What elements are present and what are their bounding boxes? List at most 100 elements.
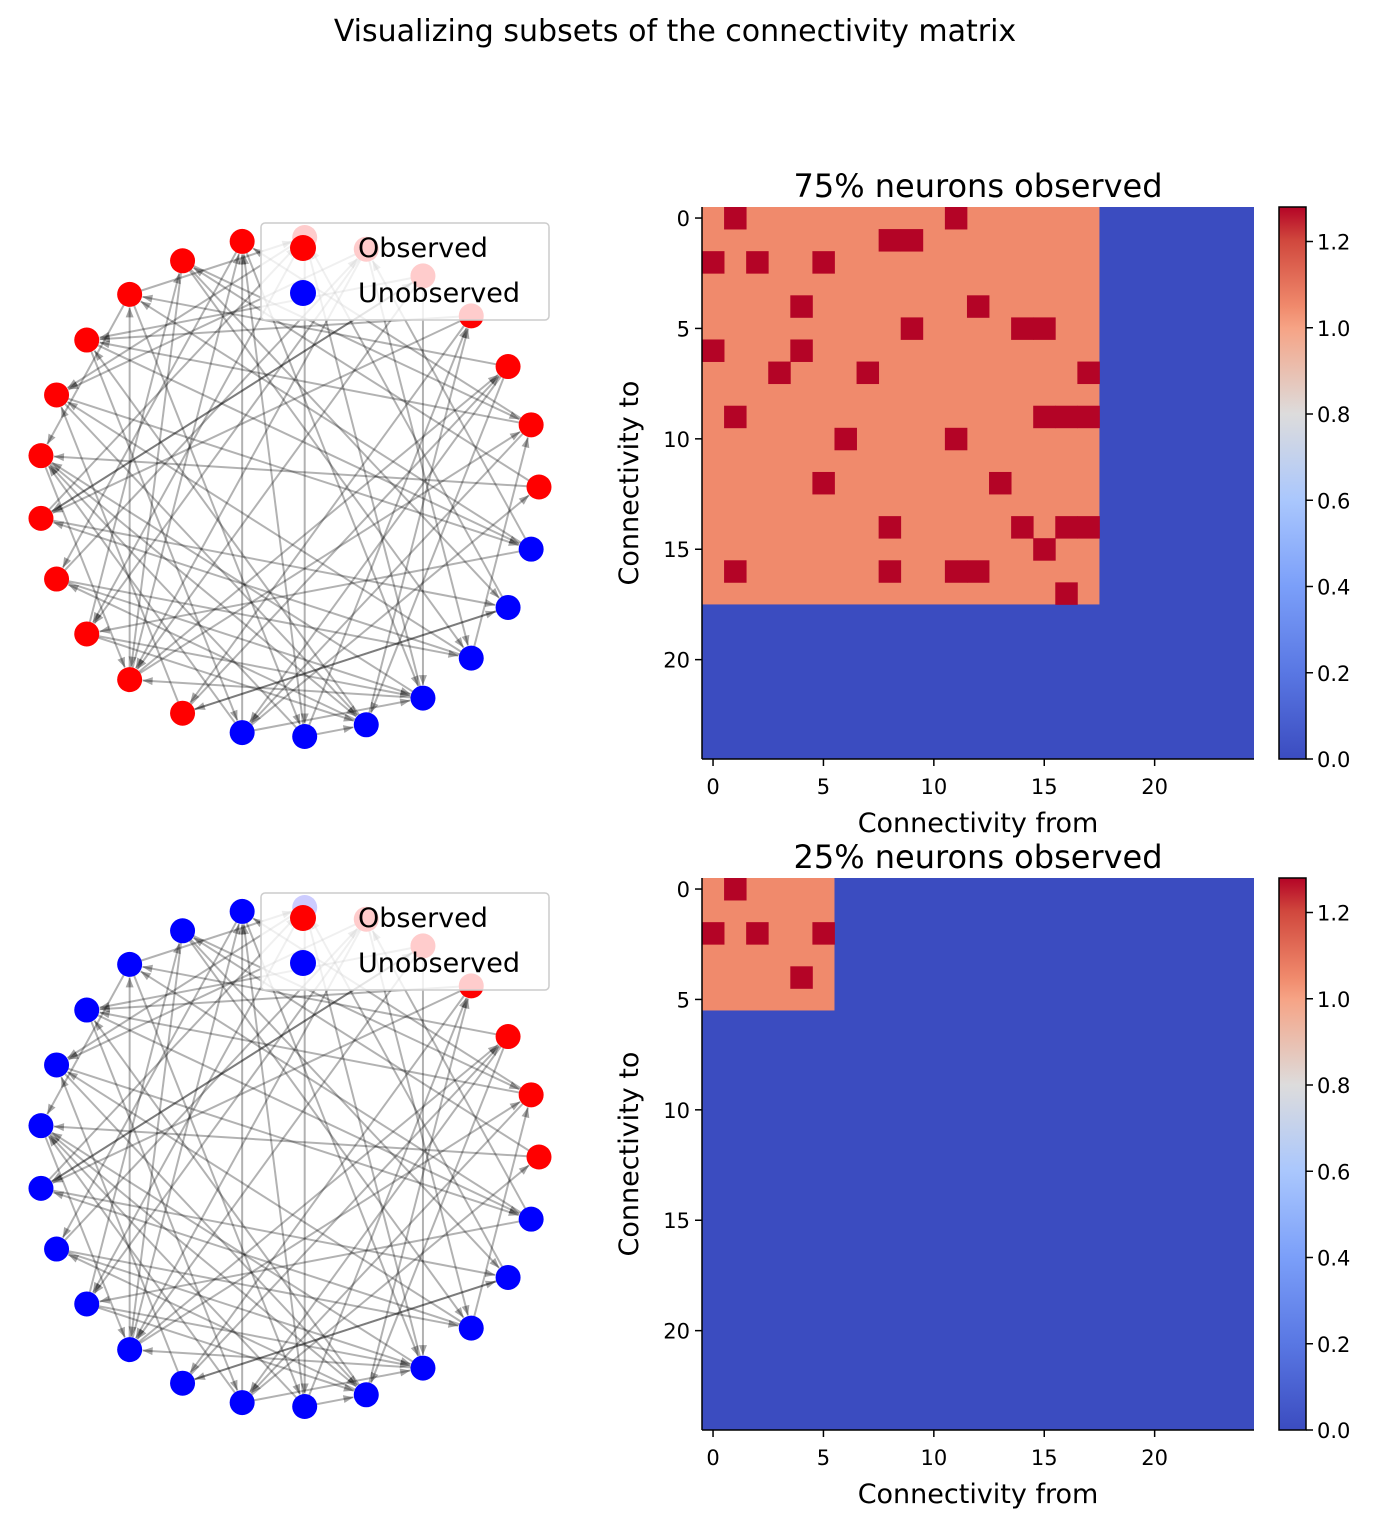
unobserved-node	[292, 1394, 318, 1420]
x-tick-label: 10	[920, 775, 947, 799]
edge-arrowhead	[99, 625, 111, 634]
legend-label-observed: Observed	[358, 233, 488, 264]
edge	[130, 260, 184, 667]
edge-arrowhead	[251, 1383, 261, 1394]
unobserved-node	[410, 685, 436, 711]
heatmap-cell	[1033, 538, 1056, 561]
edge-arrowhead	[68, 1051, 80, 1060]
heatmap-cell	[1055, 582, 1078, 605]
edge	[192, 936, 540, 1158]
heatmap-cell	[944, 427, 968, 451]
observed-node	[44, 566, 70, 592]
colorbar-tick-label: 0.4	[1317, 1247, 1350, 1271]
heatmap-cell	[834, 427, 857, 451]
edge-arrowhead	[461, 328, 470, 340]
x-tick-label: 0	[706, 1446, 719, 1470]
edge-arrowhead	[508, 1208, 519, 1216]
edge-arrowhead	[137, 1328, 147, 1340]
edge-arrowhead	[61, 407, 69, 418]
observed-node	[526, 1144, 552, 1170]
legend-marker-observed	[290, 235, 316, 261]
edge	[40, 916, 297, 1190]
edge-arrowhead	[51, 462, 63, 472]
unobserved-node	[28, 1175, 54, 1201]
edge	[86, 339, 520, 545]
x-axis-label: Connectivity from	[858, 808, 1099, 839]
network-panel: Observed Unobserved	[28, 222, 552, 750]
edge-arrowhead	[99, 1001, 111, 1010]
observed-node	[495, 1024, 521, 1050]
edge-arrowhead	[418, 675, 427, 686]
colorbar-tick-label: 0.0	[1317, 748, 1350, 772]
unobserved-node	[74, 1291, 100, 1317]
edge-arrowhead	[53, 521, 65, 530]
edge	[192, 266, 540, 488]
edge-arrowhead	[232, 924, 241, 935]
edge	[182, 610, 497, 715]
heatmap-cell	[702, 339, 725, 362]
edge	[129, 1044, 499, 1351]
edge	[250, 1094, 532, 1394]
edge-arrowhead	[447, 1319, 459, 1328]
edge-arrowhead	[99, 331, 111, 340]
edge	[86, 1009, 520, 1215]
observed-node	[518, 412, 544, 438]
edge-arrowhead	[94, 1020, 104, 1032]
edge-arrowhead	[99, 334, 110, 343]
edge	[40, 952, 413, 1190]
heatmap-panel: 0 5 10 15 20 0 5 10 15 20 75% neurons observed Conn…	[614, 167, 1350, 839]
heatmap-cell	[1055, 516, 1078, 539]
edge	[181, 375, 500, 714]
edge-arrowhead	[399, 687, 411, 695]
legend-marker-observed	[290, 905, 316, 931]
edge	[181, 1045, 500, 1384]
observed-node	[44, 382, 70, 408]
edge-arrowhead	[508, 1081, 520, 1090]
edge-arrowhead	[399, 1359, 411, 1368]
legend-label-observed: Observed	[358, 903, 488, 934]
edge	[194, 606, 509, 711]
edge-arrowhead	[489, 587, 500, 598]
edge-arrowhead	[128, 1326, 137, 1337]
edge-arrowhead	[342, 725, 354, 734]
heatmap-cell	[944, 207, 968, 230]
heatmap-cell	[790, 295, 813, 318]
edge	[53, 521, 472, 660]
heatmap-cell	[790, 339, 813, 362]
edge-arrowhead	[68, 1254, 80, 1263]
unobserved-node	[458, 1315, 484, 1341]
unobserved-node	[117, 1337, 143, 1363]
edge-arrowhead	[399, 698, 411, 707]
edge-arrowhead	[487, 374, 499, 385]
edge-arrowhead	[117, 656, 125, 668]
heatmap-cell	[878, 229, 902, 252]
heatmap-cell	[812, 922, 835, 945]
observed-node	[117, 281, 143, 307]
edge-arrowhead	[93, 611, 102, 623]
unobserved-node	[28, 1113, 54, 1139]
colorbar-tick-label: 1.0	[1317, 317, 1350, 341]
colorbar-tick-label: 0.6	[1317, 1160, 1350, 1184]
edge	[140, 300, 532, 551]
edge	[52, 314, 472, 514]
y-tick-label: 20	[663, 649, 690, 673]
edge-arrowhead	[418, 1345, 427, 1356]
unobserved-node	[410, 1355, 436, 1381]
unobserved-node	[44, 1052, 70, 1078]
observed-node	[229, 228, 255, 254]
edge	[306, 919, 424, 1369]
edge-arrowhead	[142, 964, 153, 973]
edge-arrowhead	[142, 677, 153, 686]
heatmap-cell	[1011, 317, 1034, 340]
edge-arrowhead	[345, 707, 357, 717]
y-tick-label: 15	[663, 1209, 690, 1233]
edge-arrowhead	[194, 1372, 206, 1380]
edge	[85, 339, 239, 721]
edge-arrowhead	[371, 701, 379, 713]
edge-arrowhead	[518, 495, 529, 505]
edge	[370, 366, 510, 714]
edge-arrowhead	[99, 1004, 110, 1013]
edge-arrowhead	[142, 1347, 153, 1356]
heatmap-cell	[1011, 516, 1034, 539]
